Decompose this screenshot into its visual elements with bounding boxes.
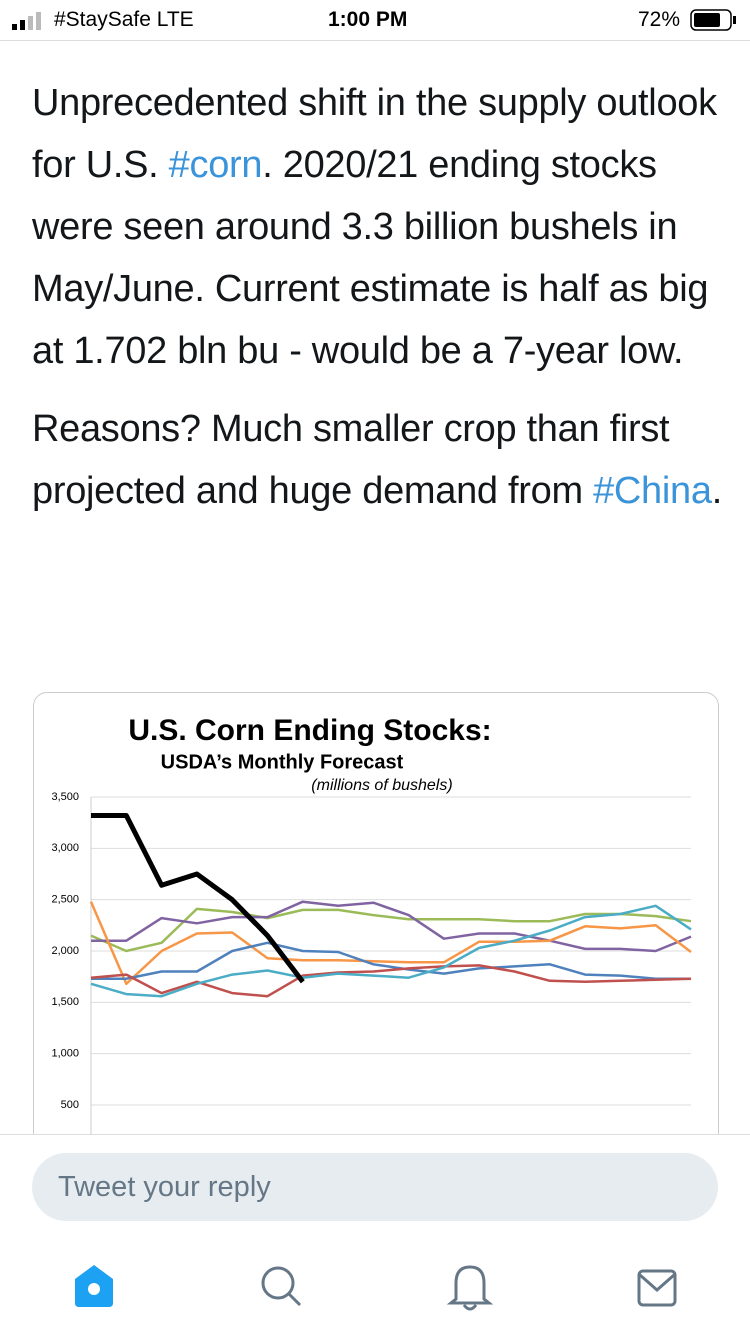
bottom-bar: Tweet your reply: [0, 1134, 750, 1334]
y-tick-label: 2,000: [51, 945, 79, 957]
series-line: [91, 813, 305, 984]
tweet-text: Unprecedented shift in the supply outloo…: [32, 72, 722, 538]
reply-box[interactable]: Tweet your reply: [32, 1153, 718, 1221]
paragraph: Reasons? Much smaller crop than first pr…: [32, 398, 722, 522]
signal-icon: [12, 12, 41, 30]
reply-placeholder: Tweet your reply: [58, 1171, 271, 1203]
y-tick-label: 3,000: [51, 842, 79, 854]
chart-subtitle: USDA’s Monthly Forecast: [161, 751, 404, 773]
series-line: [91, 900, 692, 953]
chart: U.S. Corn Ending Stocks: USDA’s Monthly …: [51, 714, 692, 1253]
y-tick-label: 500: [61, 1099, 79, 1111]
series-line: [91, 941, 691, 980]
clock: 1:00 PM: [328, 8, 408, 31]
text: .: [711, 470, 723, 512]
notifications-tab[interactable]: [446, 1265, 494, 1311]
y-tick-label: 3,500: [51, 791, 79, 803]
series-line: [90, 907, 692, 953]
y-tick-label: 1,500: [51, 996, 79, 1008]
text: . 2020/21 ending stocks were seen around…: [32, 144, 709, 372]
battery-icon: [690, 9, 736, 31]
status-bar: #StaySafe LTE 1:00 PM 72%: [0, 0, 750, 41]
battery-level: 72%: [638, 8, 681, 31]
carrier: #StaySafe LTE: [54, 8, 194, 31]
nav-bar: [75, 1265, 677, 1311]
series-line: [90, 964, 692, 998]
y-tick-label: 1,000: [51, 1048, 79, 1060]
chart-title: U.S. Corn Ending Stocks:: [128, 714, 491, 747]
y-tick-label: 2,500: [51, 894, 79, 906]
messages-tab[interactable]: [637, 1269, 677, 1307]
hashtag[interactable]: #China: [593, 470, 712, 512]
hashtag[interactable]: #corn: [168, 144, 263, 186]
text: Unprecedented shift in the supply outloo…: [32, 82, 717, 186]
paragraph: Unprecedented shift in the supply outloo…: [32, 72, 722, 382]
unit-note: (millions of bushels): [311, 777, 452, 794]
series-line: [90, 904, 692, 998]
series-line: [89, 901, 692, 986]
home-tab[interactable]: [75, 1265, 113, 1307]
search-tab[interactable]: [261, 1266, 302, 1307]
text: Reasons? Much smaller crop than first pr…: [32, 408, 670, 512]
